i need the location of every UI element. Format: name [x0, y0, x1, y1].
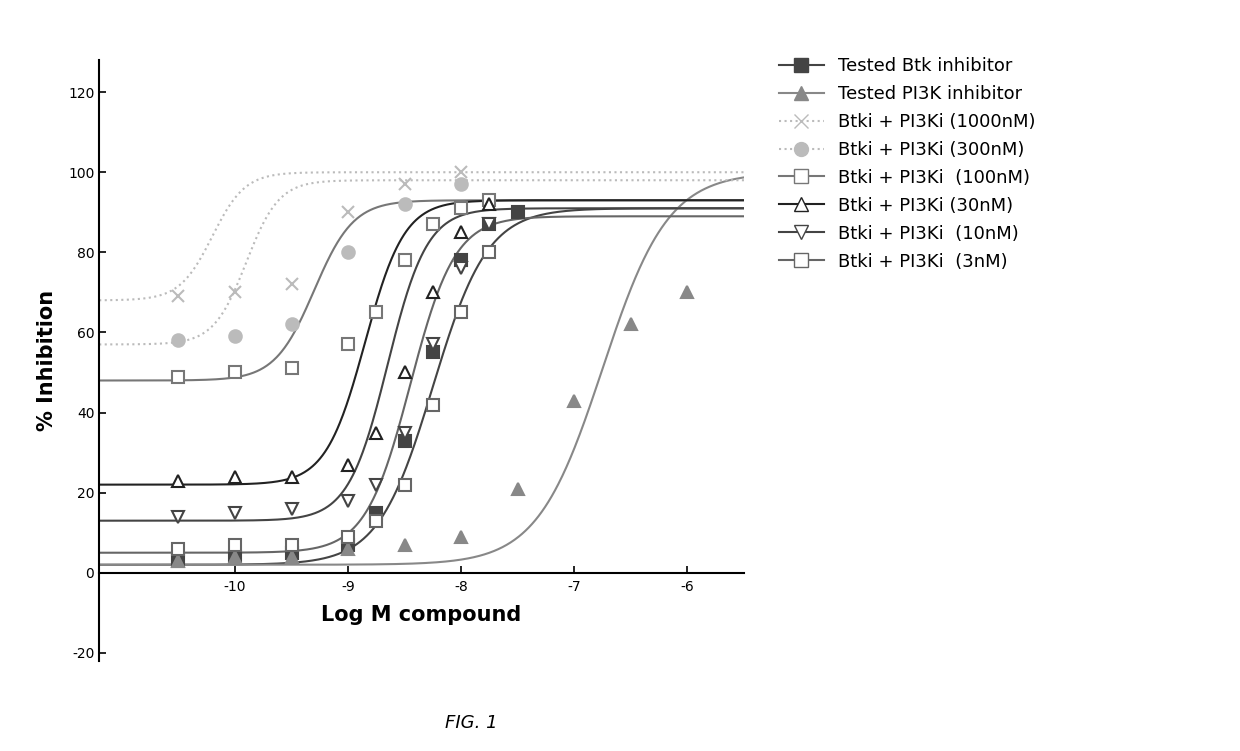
- Text: FIG. 1: FIG. 1: [445, 714, 497, 732]
- Y-axis label: % Inhibition: % Inhibition: [37, 290, 57, 431]
- X-axis label: Log M compound: Log M compound: [321, 605, 522, 625]
- Legend: Tested Btk inhibitor, Tested PI3K inhibitor, Btki + PI3Ki (1000nM), Btki + PI3Ki: Tested Btk inhibitor, Tested PI3K inhibi…: [779, 57, 1035, 270]
